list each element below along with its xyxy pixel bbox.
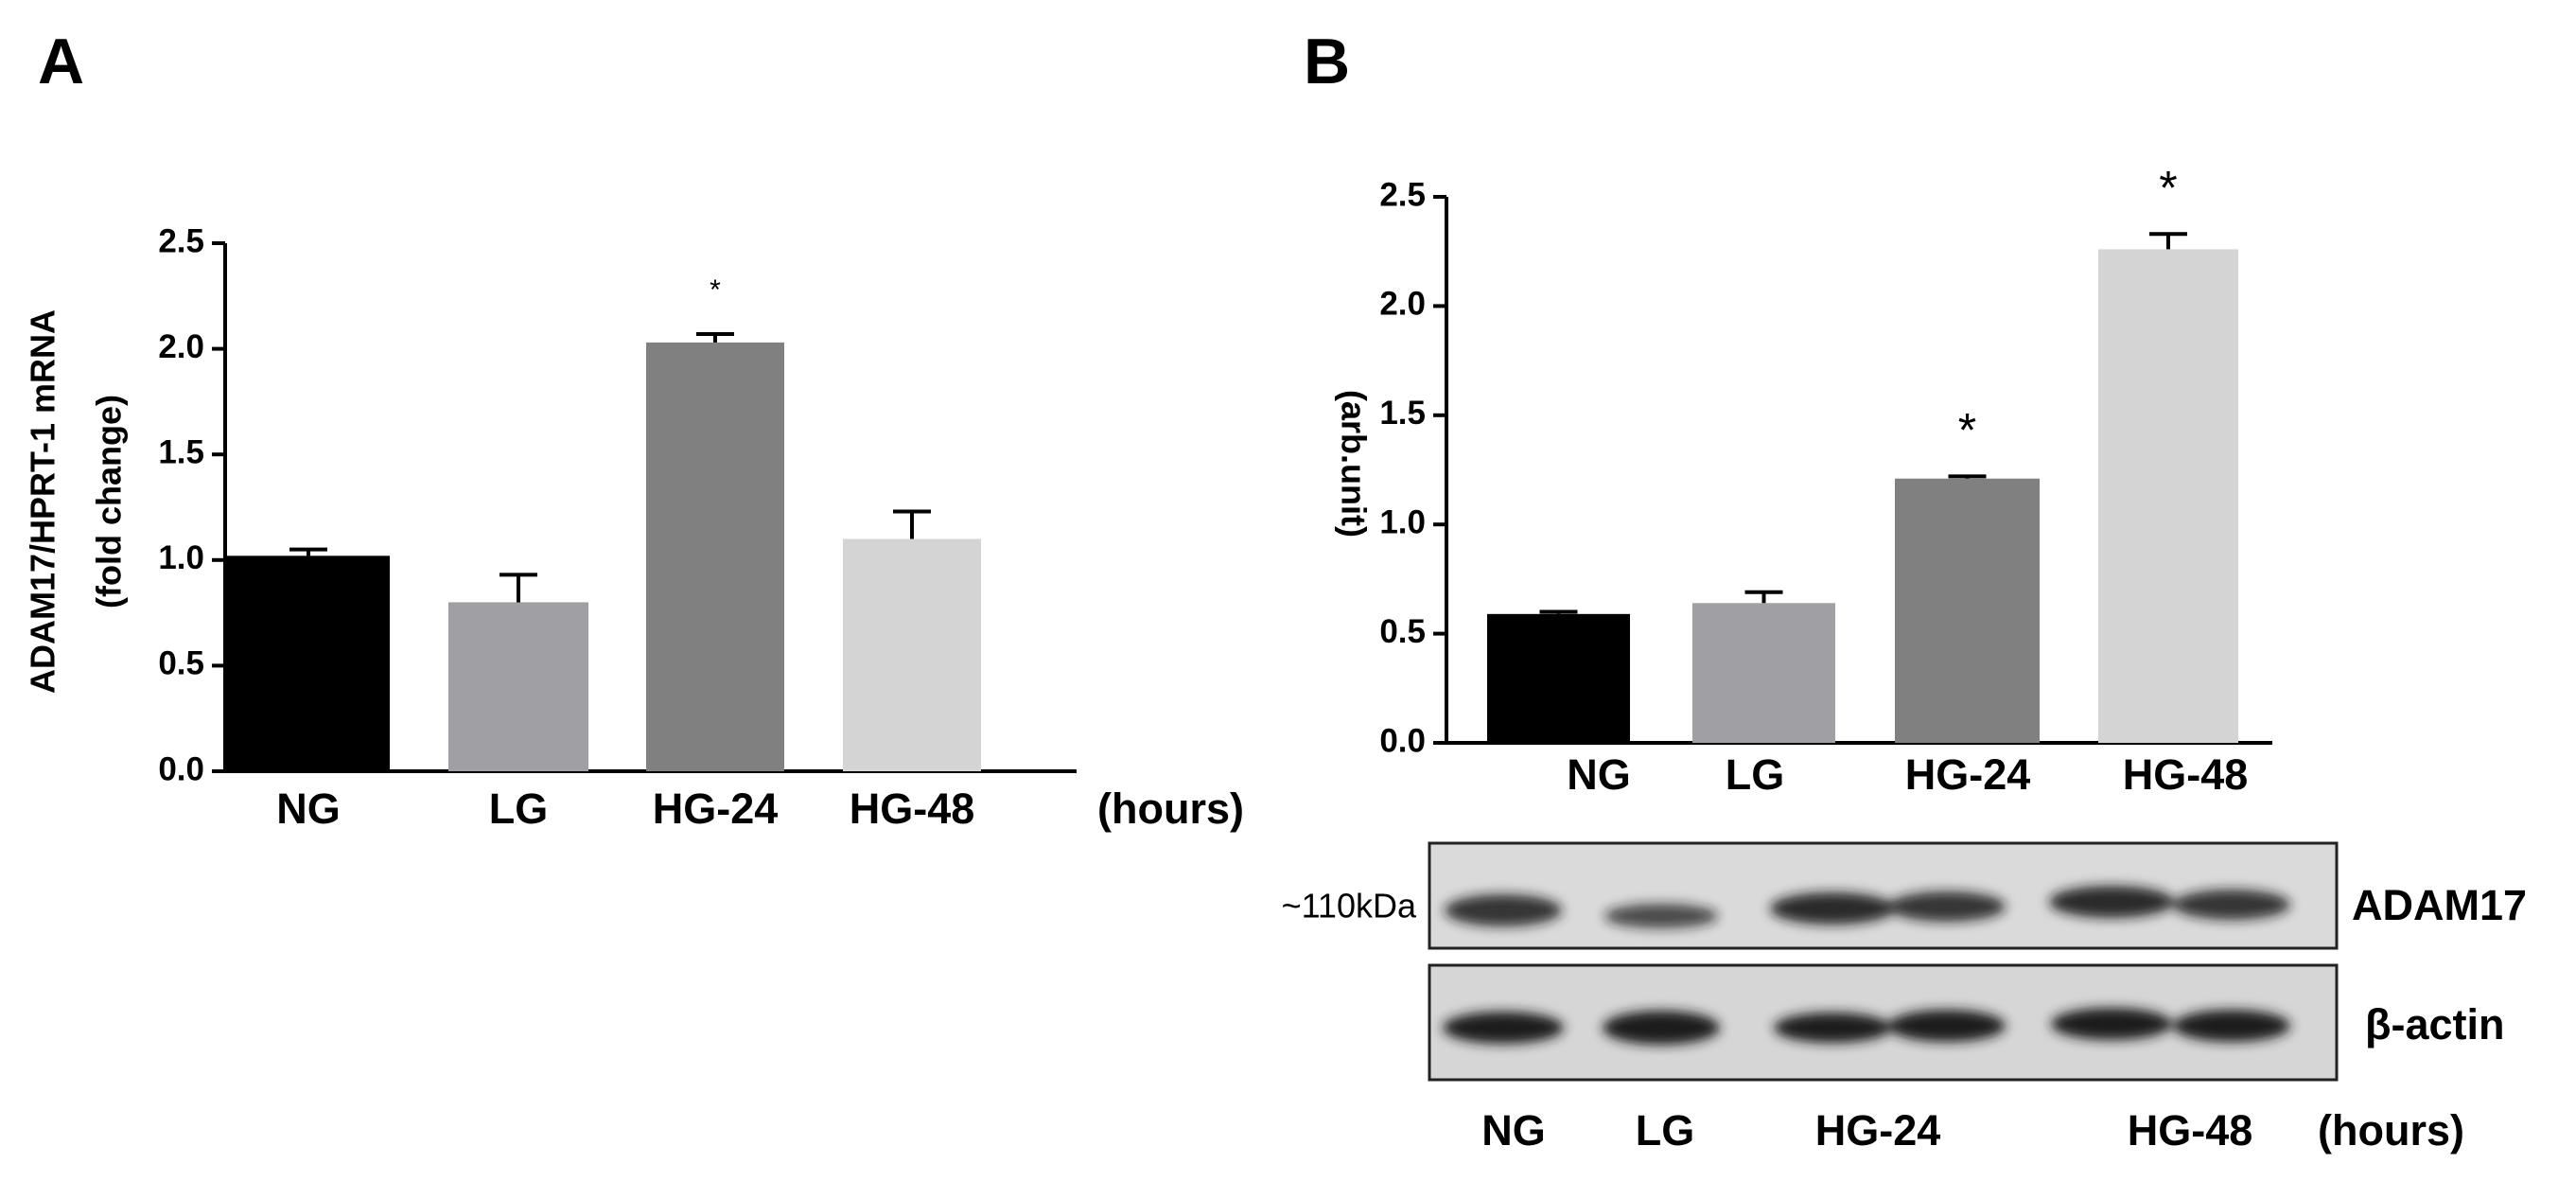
- bar: [1895, 478, 2040, 743]
- y-axis-label: ADAM17/HPRT-1 mRNA: [24, 309, 62, 694]
- x-tick-label: LG: [1726, 750, 1785, 799]
- blot-row-label: β-actin: [2365, 1000, 2504, 1049]
- lane-unit: (hours): [2318, 1106, 2464, 1155]
- x-tick-label: HG-48: [2123, 750, 2249, 799]
- x-tick-label: HG-48: [850, 784, 975, 833]
- x-axis-label: (hours): [1097, 784, 1244, 833]
- error-bar: [696, 331, 734, 343]
- error-bar: [289, 547, 327, 556]
- significance-mark: *: [710, 274, 721, 306]
- significance-mark: *: [1958, 404, 1976, 457]
- y-tick-label: 1.5: [158, 433, 204, 470]
- lane-label: NG: [1481, 1106, 1546, 1155]
- y-tick-label: 2.0: [1379, 286, 1426, 323]
- lane-label: HG-24: [1815, 1106, 1941, 1155]
- y-tick-label: 0.0: [1379, 722, 1426, 759]
- y-axis-label: (arb.unit): [1334, 390, 1373, 538]
- bands: [1443, 886, 2290, 1045]
- y-tick-label: 2.5: [1379, 176, 1426, 213]
- y-axis-label: (fold change): [90, 395, 129, 608]
- y-tick-label: 0.5: [158, 645, 204, 682]
- bar: [1692, 603, 1835, 743]
- y-tick-label: 2.0: [158, 328, 204, 365]
- bar: [646, 342, 784, 771]
- x-tick-label: HG-24: [653, 784, 779, 833]
- bar: [227, 555, 390, 771]
- y-tick-label: 1.0: [158, 539, 204, 576]
- x-tick-label: HG-24: [1905, 750, 2031, 799]
- y-tick-label: 1.0: [1379, 503, 1426, 540]
- bar: [448, 602, 588, 771]
- significance-mark: *: [2159, 161, 2177, 214]
- error-bar: [893, 509, 931, 539]
- x-tick-label: NG: [1567, 750, 1631, 799]
- y-tick-label: 2.5: [158, 222, 204, 259]
- panel-label: B: [1304, 26, 1350, 97]
- blot-row-label: ADAM17: [2352, 881, 2527, 929]
- error-bar: [1539, 609, 1578, 614]
- error-bar: [1744, 590, 1783, 604]
- error-bar: [1948, 474, 1987, 479]
- bar: [843, 538, 981, 771]
- error-bar: [499, 573, 537, 603]
- x-tick-label: NG: [276, 784, 341, 833]
- marker-label: ~110kDa: [1282, 887, 1417, 925]
- y-tick-label: 0.5: [1379, 613, 1426, 650]
- lane-label: HG-48: [2128, 1106, 2253, 1155]
- error-bar: [2149, 232, 2187, 250]
- x-tick-label: LG: [489, 784, 549, 833]
- western-blot: ~110kDa ADAM17 β-actin NG LG HG-24 HG-48…: [1282, 841, 2527, 1155]
- lane-label: LG: [1636, 1106, 1695, 1155]
- y-tick-label: 0.0: [158, 750, 204, 787]
- bar: [1487, 613, 1630, 743]
- bar: [2098, 249, 2238, 744]
- y-tick-label: 1.5: [1379, 395, 1426, 432]
- panel-label: A: [38, 26, 84, 97]
